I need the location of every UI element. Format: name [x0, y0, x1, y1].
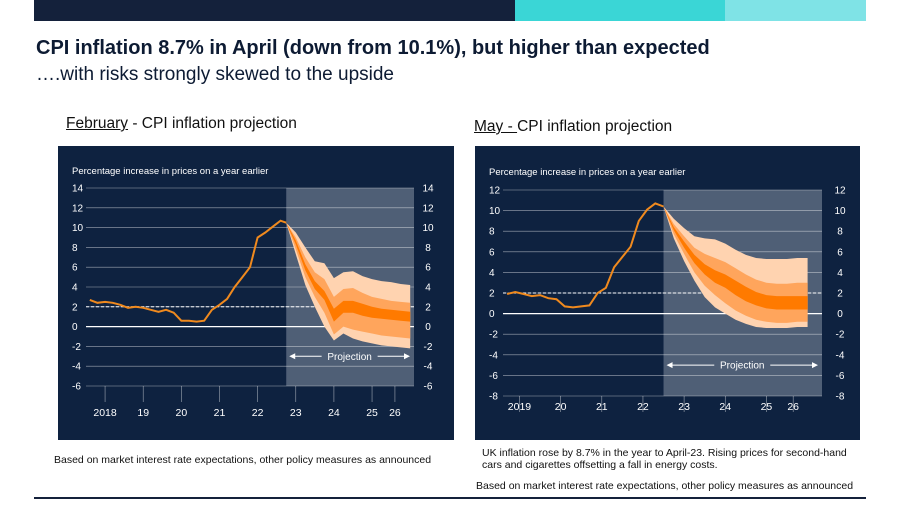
feb-arrow-left-head — [289, 353, 296, 360]
may-ylabel: Percentage increase in prices on a year … — [489, 167, 685, 178]
feb-ytick-right: -2 — [424, 342, 433, 353]
feb-history-line — [89, 219, 287, 323]
may-note: Based on market interest rate expectatio… — [476, 480, 854, 492]
feb-ytick-left: -4 — [72, 362, 81, 373]
feb-ytick-left: 2 — [72, 302, 78, 313]
feb-ytick-left: 14 — [72, 184, 84, 195]
may-xtick-label: 20 — [555, 401, 567, 413]
feb-ytick-left: 0 — [72, 322, 78, 333]
feb-ytick-left: 6 — [72, 263, 78, 274]
feb-ytick-right: 4 — [425, 283, 431, 294]
feb-ytick-left: 12 — [72, 203, 84, 214]
top-bar-dark — [34, 0, 515, 21]
may-ytick-left: 4 — [489, 268, 495, 279]
may-ytick-right: 10 — [834, 206, 846, 217]
may-xtick-label: 2019 — [508, 401, 532, 413]
feb-ytick-right: 12 — [422, 203, 434, 214]
may-xtick-label: 22 — [637, 401, 649, 413]
slide-title: CPI inflation 8.7% in April (down from 1… — [36, 37, 710, 59]
february-chart-svg: Percentage increase in prices on a year … — [72, 166, 434, 419]
feb-xtick-label: 21 — [214, 407, 226, 419]
feb-ytick-right: 6 — [425, 263, 431, 274]
may-ytick-right: 8 — [837, 227, 843, 238]
february-heading-underlined: February — [66, 115, 129, 132]
may-projection-label: Projection — [720, 361, 764, 372]
may-ytick-right: 2 — [837, 289, 843, 300]
may-ytick-right: -6 — [836, 371, 845, 382]
feb-fan-inner — [286, 222, 411, 322]
may-ytick-right: -2 — [836, 330, 845, 341]
may-fan-inner — [663, 206, 808, 310]
feb-xtick-label: 25 — [366, 407, 378, 419]
may-ytick-right: 0 — [837, 309, 843, 320]
may-arrow-left-head — [666, 362, 673, 369]
may-xtick-label: 25 — [761, 401, 773, 413]
feb-ytick-right: 2 — [425, 302, 431, 313]
feb-xtick-label: 23 — [290, 407, 302, 419]
feb-ytick-right: -4 — [424, 362, 433, 373]
may-xtick-label: 24 — [719, 401, 731, 413]
may-arrow-right-head — [812, 362, 818, 369]
feb-xtick-label: 20 — [176, 407, 188, 419]
february-note: Based on market interest rate expectatio… — [54, 454, 432, 466]
may-xtick-label: 23 — [678, 401, 690, 413]
feb-ytick-left: 8 — [72, 243, 78, 254]
february-heading: February - CPI inflation projection — [66, 115, 297, 133]
may-fan-mid — [663, 206, 808, 323]
may-ytick-left: -8 — [489, 392, 498, 403]
may-ytick-left: -4 — [489, 350, 498, 361]
may-ytick-left: -2 — [489, 330, 498, 341]
may-ytick-left: 6 — [489, 247, 495, 258]
may-ytick-left: 10 — [489, 206, 501, 217]
may-description: UK inflation rose by 8.7% in the year to… — [482, 447, 847, 471]
bottom-rule — [34, 497, 866, 499]
may-heading: May - CPI inflation projection — [474, 118, 672, 136]
may-heading-underlined: May - — [474, 118, 518, 135]
may-chart-svg: Percentage increase in prices on a year … — [489, 167, 846, 413]
may-ytick-right: -8 — [836, 392, 845, 403]
feb-ytick-right: 14 — [422, 184, 434, 195]
may-chart: Percentage increase in prices on a year … — [475, 146, 860, 440]
feb-ytick-left: -2 — [72, 342, 81, 353]
feb-xtick-label: 19 — [137, 407, 149, 419]
may-ytick-left: -6 — [489, 371, 498, 382]
may-ytick-right: 12 — [834, 186, 846, 197]
feb-ytick-right: -6 — [424, 382, 433, 393]
may-ytick-left: 0 — [489, 309, 495, 320]
top-bar-teal — [515, 0, 725, 21]
may-history-line — [506, 202, 664, 309]
feb-ytick-right: 10 — [422, 223, 434, 234]
feb-ytick-left: -6 — [72, 382, 81, 393]
feb-arrow-right-head — [404, 353, 410, 360]
may-ytick-right: -4 — [836, 350, 845, 361]
may-xtick-label: 26 — [787, 401, 799, 413]
feb-ytick-left: 4 — [72, 283, 78, 294]
may-ytick-left: 2 — [489, 289, 495, 300]
feb-xtick-label: 22 — [252, 407, 264, 419]
feb-ytick-right: 8 — [425, 243, 431, 254]
feb-xtick-label: 24 — [328, 407, 340, 419]
feb-xtick-label: 26 — [389, 407, 401, 419]
may-ytick-right: 4 — [837, 268, 843, 279]
feb-projection-label: Projection — [327, 352, 371, 363]
february-heading-rest: - CPI inflation projection — [128, 115, 297, 132]
slide-subtitle: ….with risks strongly skewed to the upsi… — [36, 64, 394, 85]
may-ytick-left: 8 — [489, 227, 495, 238]
top-bar-light — [725, 0, 866, 21]
feb-ytick-left: 10 — [72, 223, 84, 234]
february-chart: Percentage increase in prices on a year … — [58, 146, 454, 440]
feb-ytick-right: 0 — [425, 322, 431, 333]
feb-xtick-label: 2018 — [93, 407, 117, 419]
may-heading-rest: CPI inflation projection — [517, 118, 673, 135]
may-ytick-left: 12 — [489, 186, 501, 197]
may-xtick-label: 21 — [596, 401, 608, 413]
feb-ylabel: Percentage increase in prices on a year … — [72, 166, 268, 177]
may-ytick-right: 6 — [837, 247, 843, 258]
